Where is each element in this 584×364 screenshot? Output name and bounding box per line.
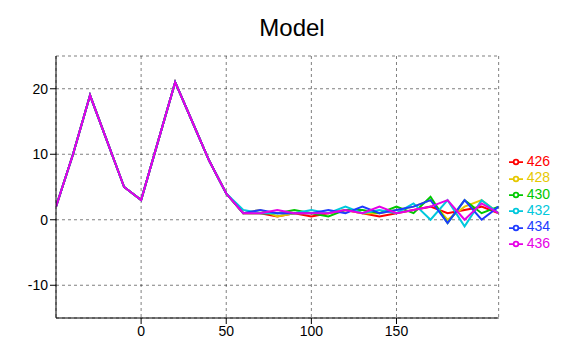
svg-text:20: 20 bbox=[32, 81, 48, 97]
html-text:Model: Model bbox=[259, 14, 325, 41]
html-text:434: 434 bbox=[526, 218, 550, 235]
html-text:426: 426 bbox=[526, 153, 550, 170]
svg-text:10: 10 bbox=[32, 146, 48, 162]
svg-text:100: 100 bbox=[300, 323, 324, 339]
html-text:436: 436 bbox=[526, 234, 550, 251]
html-text:432: 432 bbox=[526, 202, 550, 218]
svg-text:150: 150 bbox=[385, 323, 409, 339]
html-text:430: 430 bbox=[526, 185, 550, 202]
html-text:428: 428 bbox=[526, 169, 550, 186]
svg-text:0: 0 bbox=[40, 212, 48, 228]
svg-text:0: 0 bbox=[137, 323, 145, 339]
svg-text:-10: -10 bbox=[28, 277, 48, 293]
svg-text:50: 50 bbox=[218, 323, 234, 339]
